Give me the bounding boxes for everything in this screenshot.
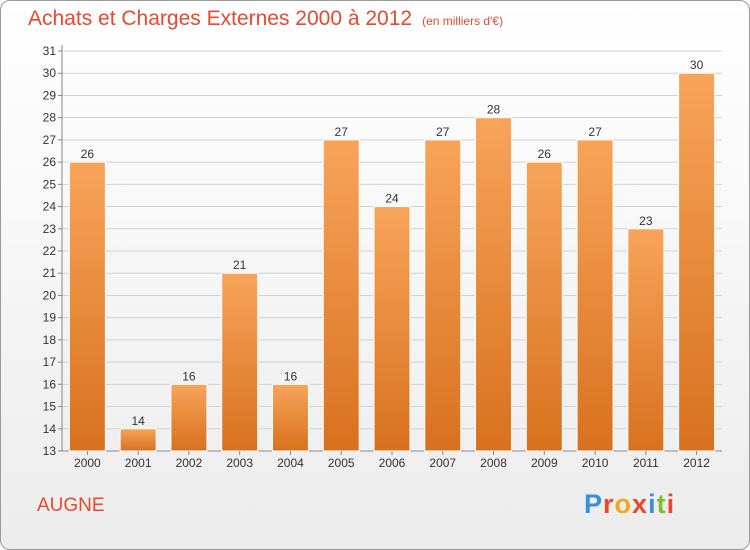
y-tick-label: 17 (43, 355, 57, 369)
y-tick-label: 28 (43, 111, 57, 125)
y-tick-label: 23 (43, 222, 57, 236)
bar-2009 (525, 161, 563, 452)
bar-2012 (678, 72, 716, 452)
x-tick-label: 2004 (277, 456, 304, 470)
logo-letter: i (666, 489, 676, 519)
y-tick-label: 24 (43, 200, 57, 214)
data-labels: 26 14 16 21 16 27 24 27 28 26 27 23 30 (81, 58, 704, 428)
y-tick-label: 26 (43, 155, 57, 169)
proxiti-logo: Proxiti (584, 489, 675, 520)
x-tick-label: 2010 (582, 456, 609, 470)
bar-2002 (170, 383, 208, 452)
bars (68, 72, 716, 452)
data-label-2010: 27 (588, 125, 602, 139)
y-tick-label: 19 (43, 311, 57, 325)
commune-name: AUGNE (37, 495, 105, 516)
x-tick-label: 2011 (633, 456, 659, 470)
y-tick-label: 27 (43, 133, 57, 147)
y-tick-label: 16 (43, 377, 57, 391)
y-tick-label: 15 (43, 400, 57, 414)
data-label-2006: 24 (385, 192, 399, 206)
x-tick-label: 2001 (125, 456, 152, 470)
x-tick-label: 2008 (480, 456, 507, 470)
bar-2000 (68, 161, 106, 452)
y-tick-label: 31 (43, 44, 57, 58)
y-axis-ticks: 13 14 15 16 17 18 19 20 21 22 23 24 25 26 27 28 29 30 31 (43, 44, 62, 458)
data-label-2011: 23 (639, 214, 653, 228)
title-text: Achats et Charges Externes 2000 à 2012 (28, 7, 413, 30)
logo-letter: i (648, 489, 657, 519)
data-label-2007: 27 (436, 125, 450, 139)
y-tick-label: 25 (43, 177, 57, 191)
bar-2004 (271, 383, 309, 452)
x-tick-label: 2007 (429, 456, 456, 470)
logo-letter: r (603, 489, 615, 519)
y-tick-label: 21 (43, 266, 57, 280)
chart-subtitle: (en milliers d'€) (422, 14, 504, 28)
bar-2006 (373, 206, 411, 452)
data-label-2002: 16 (182, 369, 196, 383)
y-tick-label: 29 (43, 88, 57, 102)
x-tick-label: 2009 (531, 456, 558, 470)
data-label-2012: 30 (690, 58, 704, 72)
chart-title: Achats et Charges Externes 2000 à 2012 (e… (28, 7, 503, 31)
y-tick-label: 20 (43, 288, 57, 302)
data-label-2003: 21 (233, 258, 247, 272)
logo-letter: P (584, 489, 604, 519)
logo-letter: t (656, 489, 667, 519)
y-tick-label: 13 (43, 444, 57, 458)
bar-2011 (627, 228, 665, 452)
x-tick-label: 2003 (226, 456, 253, 470)
y-tick-label: 18 (43, 333, 57, 347)
bar-2003 (221, 272, 259, 452)
y-tick-label: 22 (43, 244, 57, 258)
x-axis-ticks: 2000 2001 2002 2003 2004 2005 2006 2007 2008 2009… (74, 451, 710, 470)
bar-2010 (576, 139, 614, 452)
x-tick-label: 2000 (74, 456, 101, 470)
data-label-2008: 28 (487, 103, 501, 117)
logo-letter: x (632, 489, 649, 519)
y-tick-label: 30 (43, 66, 57, 80)
data-label-2000: 26 (81, 147, 95, 161)
x-tick-label: 2002 (176, 456, 203, 470)
bar-2007 (424, 139, 462, 452)
x-tick-label: 2006 (379, 456, 406, 470)
data-label-2005: 27 (335, 125, 349, 139)
data-label-2009: 26 (538, 147, 552, 161)
y-tick-label: 14 (43, 422, 57, 436)
bar-2005 (322, 139, 360, 452)
logo-letter: o (614, 489, 633, 519)
x-tick-label: 2012 (683, 456, 710, 470)
data-label-2004: 16 (284, 369, 298, 383)
data-label-2001: 14 (131, 414, 145, 428)
bar-2008 (475, 117, 513, 452)
x-tick-label: 2005 (328, 456, 355, 470)
bar-2001 (119, 428, 157, 452)
